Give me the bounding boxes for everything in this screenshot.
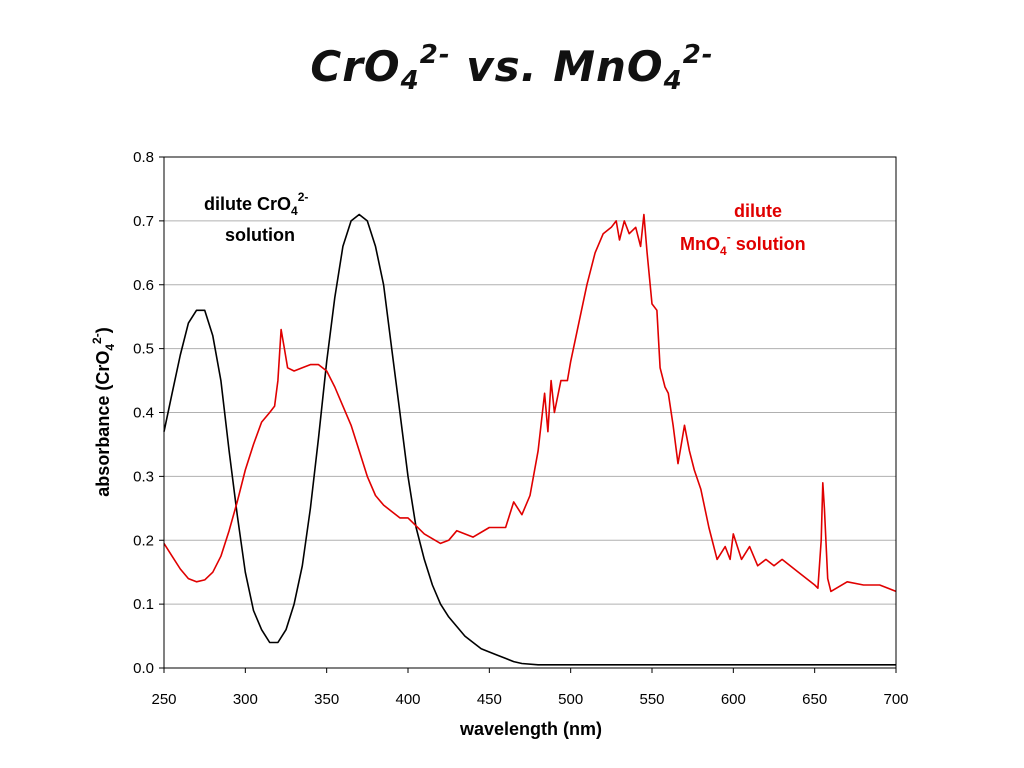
y-axis-title-charge: 2- — [90, 333, 104, 344]
title-mno4-subscript: 4 — [663, 66, 683, 96]
cro4-annotation-text: dilute CrO — [204, 194, 291, 214]
slide-title: CrO42- vs. MnO42- — [0, 40, 1024, 96]
mno4-annotation-charge: - — [727, 230, 731, 244]
title-cro4-text: CrO — [310, 42, 401, 91]
mno4-annotation-line2: MnO4- solution — [680, 230, 806, 258]
title-cro4-subscript: 4 — [400, 66, 420, 96]
series-lines — [163, 213, 897, 666]
y-tick-label: 0.1 — [133, 596, 154, 613]
y-tick-label: 0.8 — [133, 149, 154, 166]
y-axis-title: absorbance (CrO42-) — [90, 327, 117, 496]
cro4-annotation-subscript: 4 — [291, 204, 298, 218]
y-tick-label: 0.7 — [133, 213, 154, 230]
y-tick-label: 0.6 — [133, 277, 154, 294]
y-tick-label: 0.0 — [133, 660, 154, 677]
y-tick-label: 0.2 — [133, 532, 154, 549]
y-tick-label: 0.5 — [133, 341, 154, 358]
axis-ticks: 0.0 0.1 0.2 0.3 0.4 0.5 0.6 0.7 0.8 250 300 350 400 4… — [133, 149, 908, 708]
x-tick-label: 300 — [233, 691, 258, 708]
y-axis-title-base: absorbance (CrO — [93, 351, 113, 497]
x-tick-label: 250 — [151, 691, 176, 708]
mno4-annotation-text: MnO — [680, 234, 720, 254]
title-cro4-charge: 2- — [419, 40, 451, 70]
x-tick-label: 600 — [721, 691, 746, 708]
y-axis-title-subscript: 4 — [103, 344, 117, 351]
title-mno4-text: MnO — [553, 42, 664, 91]
cro4-annotation-charge: 2- — [298, 190, 309, 204]
x-tick-label: 550 — [639, 691, 664, 708]
mno4-annotation-line1: dilute — [734, 201, 782, 221]
title-vs: vs. — [450, 42, 554, 91]
x-tick-label: 650 — [802, 691, 827, 708]
x-tick-label: 450 — [477, 691, 502, 708]
x-tick-label: 500 — [558, 691, 583, 708]
cro4-absorbance-line — [163, 213, 896, 666]
mno4-annotation-end: solution — [731, 234, 806, 254]
title-mno4-charge: 2- — [682, 40, 714, 70]
mno4-annotation-subscript: 4 — [720, 244, 727, 258]
y-tick-label: 0.3 — [133, 468, 154, 485]
y-tick-label: 0.4 — [133, 405, 154, 422]
y-axis-title-end: ) — [93, 327, 113, 333]
mno4-absorbance-line — [163, 213, 897, 593]
cro4-annotation-line1: dilute CrO42- — [204, 190, 308, 218]
x-tick-label: 350 — [314, 691, 339, 708]
grid-lines — [164, 220, 896, 605]
cro4-annotation-line2: solution — [225, 225, 295, 245]
x-axis-title: wavelength (nm) — [459, 719, 602, 739]
x-tick-label: 700 — [883, 691, 908, 708]
x-tick-label: 400 — [395, 691, 420, 708]
